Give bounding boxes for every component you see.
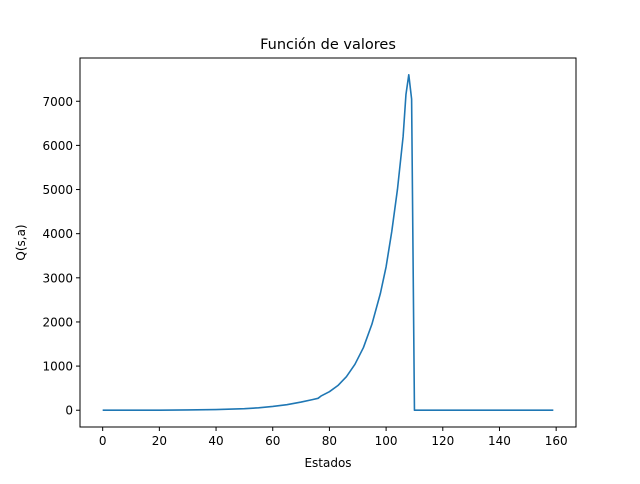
series-line bbox=[102, 73, 554, 412]
y-axis: 0 1000 2000 3000 4000 5000 6000 7000 bbox=[42, 95, 80, 418]
y-tick-label: 6000 bbox=[42, 139, 73, 153]
y-tick-label: 0 bbox=[65, 404, 73, 418]
x-axis-label: Estados bbox=[304, 456, 351, 470]
y-tick-label: 2000 bbox=[42, 315, 73, 329]
x-tick-label: 20 bbox=[152, 434, 167, 448]
y-axis-label: Q(s,a) bbox=[14, 224, 28, 260]
x-tick-label: 160 bbox=[545, 434, 568, 448]
x-tick-label: 0 bbox=[99, 434, 107, 448]
chart-title: Función de valores bbox=[260, 37, 396, 53]
series-layer bbox=[102, 73, 554, 412]
y-tick-label: 4000 bbox=[42, 227, 73, 241]
x-tick-label: 120 bbox=[431, 434, 454, 448]
y-tick-label: 7000 bbox=[42, 95, 73, 109]
y-tick-label: 3000 bbox=[42, 271, 73, 285]
x-tick-label: 140 bbox=[488, 434, 511, 448]
x-tick-label: 60 bbox=[265, 434, 280, 448]
x-tick-label: 80 bbox=[322, 434, 337, 448]
x-tick-label: 40 bbox=[208, 434, 223, 448]
plot-frame bbox=[79, 57, 577, 428]
y-tick-label: 1000 bbox=[42, 360, 73, 374]
y-tick-label: 5000 bbox=[42, 183, 73, 197]
x-axis: 0 20 40 60 80 100 120 140 160 bbox=[99, 427, 568, 448]
x-tick-label: 100 bbox=[375, 434, 398, 448]
